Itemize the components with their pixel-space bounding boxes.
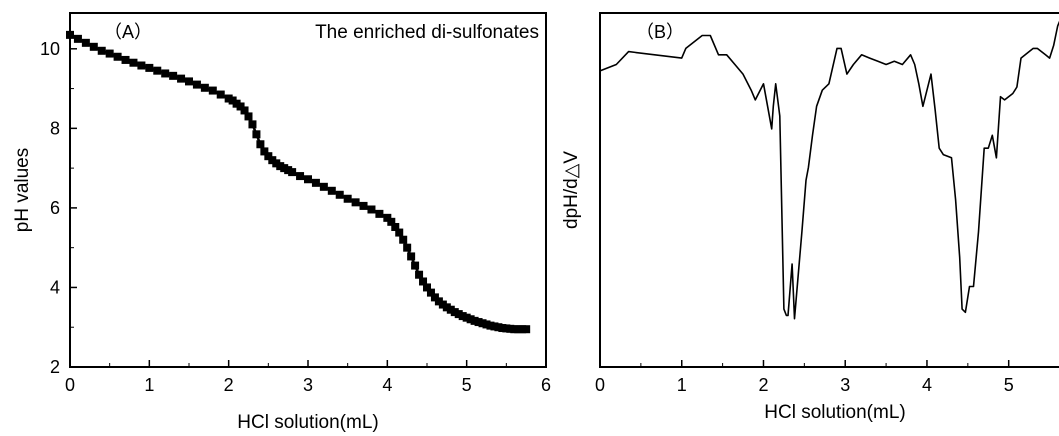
panel-b-x-tick-label-5: 5 [1004,375,1014,395]
panel-a-data-point [288,168,297,177]
panel-a-data-point [403,243,412,252]
panel-a-x-tick-label-4: 4 [382,375,392,395]
panel-a-data-point [145,63,154,72]
panel-a-x-tick-label-0: 0 [65,375,75,395]
panel-a-data-point [335,190,344,199]
panel-a-data-point [256,140,265,149]
panel-a-data-point [137,61,146,70]
panel-a-data-point [240,106,249,115]
panel-a-data-point [387,217,396,226]
panel-b-x-tick-label-2: 2 [758,375,768,395]
panel-a-x-tick-label-5: 5 [462,375,472,395]
panel-b-x-tick-label-4: 4 [922,375,932,395]
panel-a-data-point [426,288,435,297]
panel-b-x-tick-label-1: 1 [677,375,687,395]
panel-a-data-point [260,147,269,156]
panel-a-data-point [73,34,82,43]
panel-a-data-point [375,209,384,218]
panel-a-x-tick-label-3: 3 [303,375,313,395]
panel-a-data-point [200,83,209,92]
panel-a-data-point [319,182,328,191]
panel-b-plot-frame [599,12,1059,368]
panel-a-data-point [296,172,305,181]
panel-a-x-tick-label-2: 2 [224,375,234,395]
panel-a-x-axis-title: HCl solution(mL) [237,412,378,433]
panel-a-data-point [343,194,352,203]
panel-a-data-point [192,80,201,89]
panel-a-data-point [216,90,225,99]
panel-a-data-point [66,30,74,39]
panel-a-data-point [359,201,368,210]
panel-a-data-point [177,74,186,83]
panel-a-x-tick-label-1: 1 [144,375,154,395]
panel-a-data-point [248,120,257,129]
panel-a-data-point [81,38,90,47]
panel-b-y-axis-title: dpH/d△V [561,151,582,229]
panel-a-data-point [367,205,376,214]
panel-a-data-point [415,270,424,279]
panel-a-data-point [129,58,138,67]
panel-a-data-point [351,198,360,207]
panel-a-data-point [407,252,416,261]
panel-b-x-tick-label-0: 0 [595,375,605,395]
panel-a-series-line [69,33,527,331]
panel-a-x-tick-label-6: 6 [541,375,551,395]
panel-b-label: （B） [636,22,684,42]
panel-b-ticks: 0 1 2 3 4 5 [595,360,1014,395]
panel-a-data-point [244,112,253,121]
panel-a-data-point [185,77,193,86]
panel-a-data-point [522,325,531,334]
panel-a-data-point [399,235,408,244]
panel-a-data-point [311,178,320,187]
panel-a-y-tick-label-3: 8 [50,118,60,138]
panel-a-data-point [161,69,170,78]
panel-a: 0 1 2 3 4 5 6 2 4 6 8 10 （A） The enriched di-sulfon… [12,12,551,433]
panel-a-marks [66,30,531,334]
panel-b-x-axis-title: HCl solution(mL) [764,402,905,423]
panel-a-data-point [105,49,114,58]
panel-a-data-point [423,283,431,292]
panel-a-data-point [411,261,420,270]
panel-a-y-tick-label-0: 2 [50,357,60,377]
panel-a-data-point [419,277,428,286]
panel-a-data-point [97,46,106,55]
panel-b-x-tick-label-3: 3 [840,375,850,395]
panel-a-data-point [121,55,130,64]
panel-a-data-point [89,42,98,51]
panel-a-data-point [327,186,336,195]
panel-b: 0 1 2 3 4 5 （B） HCl solution(mL) dpH/d△V [561,12,1059,423]
panel-a-y-tick-label-1: 4 [50,277,60,297]
panel-a-data-point [395,228,404,237]
panel-a-annotation: The enriched di-sulfonates [315,22,539,43]
panel-b-series-line [599,20,1059,320]
panel-a-y-tick-label-2: 6 [50,198,60,218]
panel-b-marks [599,20,1059,320]
panel-a-data-point [153,66,162,75]
panel-a-label: （A） [104,22,152,42]
panel-a-data-point [208,86,217,95]
panel-a-data-point [252,130,261,139]
panel-a-data-point [391,222,400,231]
panel-a-ticks: 0 1 2 3 4 5 6 2 4 6 8 10 [40,39,551,395]
panel-a-y-tick-label-4: 10 [40,39,60,59]
panel-a-data-point [169,71,178,80]
panel-a-data-point [304,175,312,184]
panel-a-y-axis-title: pH values [12,148,33,233]
panel-a-data-point [113,52,122,61]
